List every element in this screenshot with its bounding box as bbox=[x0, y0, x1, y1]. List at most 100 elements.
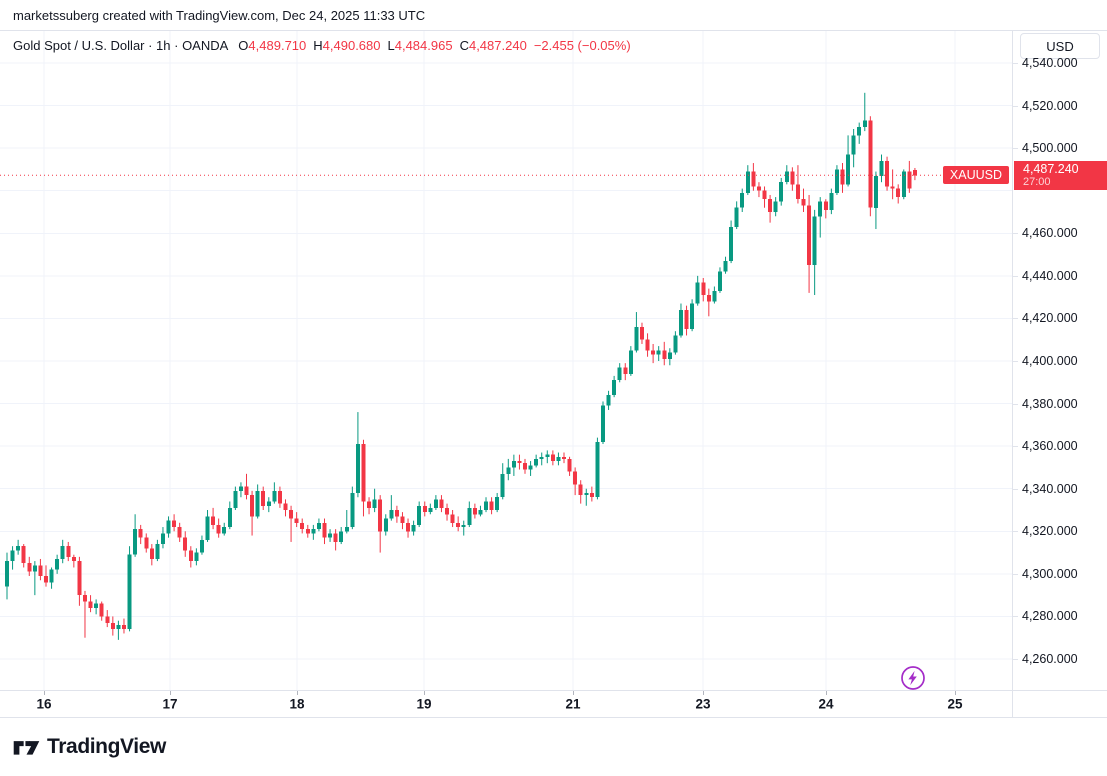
candle-body bbox=[795, 184, 800, 200]
candle-body bbox=[511, 461, 516, 468]
time-axis[interactable]: 16 17 18 19 21 23 24 25 bbox=[0, 690, 1107, 718]
candle-body bbox=[912, 170, 917, 176]
candle-body bbox=[545, 454, 550, 457]
candle-body bbox=[266, 501, 271, 506]
last-price-tag[interactable]: 4,487.240 27:00 bbox=[1014, 161, 1107, 191]
candle-body bbox=[539, 456, 544, 459]
price-axis-tick bbox=[1013, 106, 1018, 107]
tradingview-logo-icon bbox=[13, 740, 40, 755]
candle-body bbox=[205, 516, 210, 540]
price-axis-tick bbox=[1013, 361, 1018, 362]
candle-body bbox=[484, 501, 489, 510]
price-axis-label: 4,340.000 bbox=[1022, 481, 1078, 496]
candle-body bbox=[873, 175, 878, 208]
candle-body bbox=[199, 539, 204, 553]
candle-body bbox=[255, 490, 260, 517]
price-axis-tick bbox=[1013, 446, 1018, 447]
candle-body bbox=[628, 350, 633, 374]
price-axis-tick bbox=[1013, 233, 1018, 234]
candle-body bbox=[21, 546, 26, 564]
candle-body bbox=[578, 484, 583, 496]
candle-body bbox=[177, 527, 182, 538]
candlestick-chart[interactable] bbox=[0, 31, 1012, 691]
change-value: −2.455 (−0.05%) bbox=[533, 38, 631, 53]
candle-body bbox=[656, 350, 661, 355]
candle-body bbox=[595, 441, 600, 498]
candle-body bbox=[422, 505, 427, 513]
candle-body bbox=[333, 533, 338, 542]
candle-body bbox=[172, 520, 177, 528]
candle-body bbox=[762, 190, 767, 200]
candle-body bbox=[756, 186, 761, 191]
candle-body bbox=[10, 550, 15, 562]
candle-body bbox=[316, 522, 321, 530]
candle-body bbox=[149, 548, 154, 559]
ohlc-item-h: H4,490.680 bbox=[313, 38, 381, 53]
time-axis-tick bbox=[573, 691, 574, 695]
candle-body bbox=[105, 616, 110, 623]
ohlc-item-c: C4,487.240 bbox=[459, 38, 527, 53]
candle-body bbox=[305, 529, 310, 534]
candle-body bbox=[216, 524, 221, 534]
candle-body bbox=[678, 309, 683, 336]
candle-body bbox=[406, 522, 411, 532]
candle-body bbox=[428, 507, 433, 513]
candle-body bbox=[350, 492, 355, 528]
candle-body bbox=[567, 458, 572, 472]
lightning-bolt-icon[interactable] bbox=[900, 665, 926, 691]
time-axis-label: 16 bbox=[36, 696, 52, 712]
price-axis-tick bbox=[1013, 489, 1018, 490]
candle-body bbox=[562, 456, 566, 459]
candle-body bbox=[121, 624, 126, 630]
candle-body bbox=[846, 154, 851, 185]
candle-body bbox=[584, 492, 589, 496]
symbol-title[interactable]: Gold Spot / U.S. Dollar · 1h · OANDA bbox=[13, 38, 229, 53]
candle-body bbox=[194, 552, 199, 562]
candle-body bbox=[155, 544, 160, 559]
attribution-text: marketssuberg created with TradingView.c… bbox=[13, 7, 426, 23]
chart-container: Gold Spot / U.S. Dollar · 1h · OANDA O4,4… bbox=[0, 30, 1107, 691]
candle-body bbox=[372, 499, 377, 508]
price-chart-plot[interactable]: Gold Spot / U.S. Dollar · 1h · OANDA O4,4… bbox=[0, 31, 1012, 691]
candle-body bbox=[712, 290, 717, 302]
candle-body bbox=[823, 201, 828, 210]
candle-body bbox=[166, 520, 171, 534]
time-axis-label: 17 bbox=[162, 696, 178, 712]
candle-body bbox=[684, 309, 689, 330]
candle-body bbox=[857, 126, 862, 136]
candle-body bbox=[495, 497, 500, 510]
candle-body bbox=[383, 518, 388, 532]
candle-body bbox=[110, 622, 115, 630]
price-axis[interactable]: USD 4,487.240 27:00 4,540.000 4,520.000 4,… bbox=[1012, 31, 1107, 691]
candle-body bbox=[66, 546, 71, 557]
candle-body bbox=[729, 226, 734, 261]
candle-body bbox=[77, 561, 82, 596]
candle-body bbox=[456, 522, 461, 528]
candle-body bbox=[238, 486, 243, 491]
symbol-legend: Gold Spot / U.S. Dollar · 1h · OANDA O4,4… bbox=[13, 38, 631, 53]
candle-body bbox=[5, 561, 9, 587]
time-axis-label: 18 bbox=[289, 696, 305, 712]
candle-body bbox=[71, 556, 76, 562]
candle-body bbox=[144, 537, 149, 549]
candle-body bbox=[556, 456, 561, 462]
candle-body bbox=[211, 516, 216, 525]
candle-body bbox=[233, 490, 238, 508]
candle-body bbox=[662, 350, 667, 359]
time-axis-tick bbox=[955, 691, 956, 695]
currency-toggle-button[interactable]: USD bbox=[1020, 33, 1100, 59]
candle-body bbox=[896, 188, 901, 198]
price-axis-label: 4,420.000 bbox=[1022, 311, 1078, 326]
candle-body bbox=[740, 192, 745, 208]
candle-body bbox=[784, 171, 789, 183]
candle-body bbox=[82, 595, 87, 602]
tradingview-logo[interactable]: TradingView bbox=[13, 734, 166, 761]
candle-body bbox=[885, 160, 890, 187]
candle-body bbox=[550, 454, 555, 462]
candle-body bbox=[116, 624, 121, 630]
candle-body bbox=[277, 490, 282, 504]
candle-body bbox=[32, 565, 37, 572]
candle-body bbox=[768, 199, 773, 212]
attribution-bar: marketssuberg created with TradingView.c… bbox=[0, 0, 1107, 30]
